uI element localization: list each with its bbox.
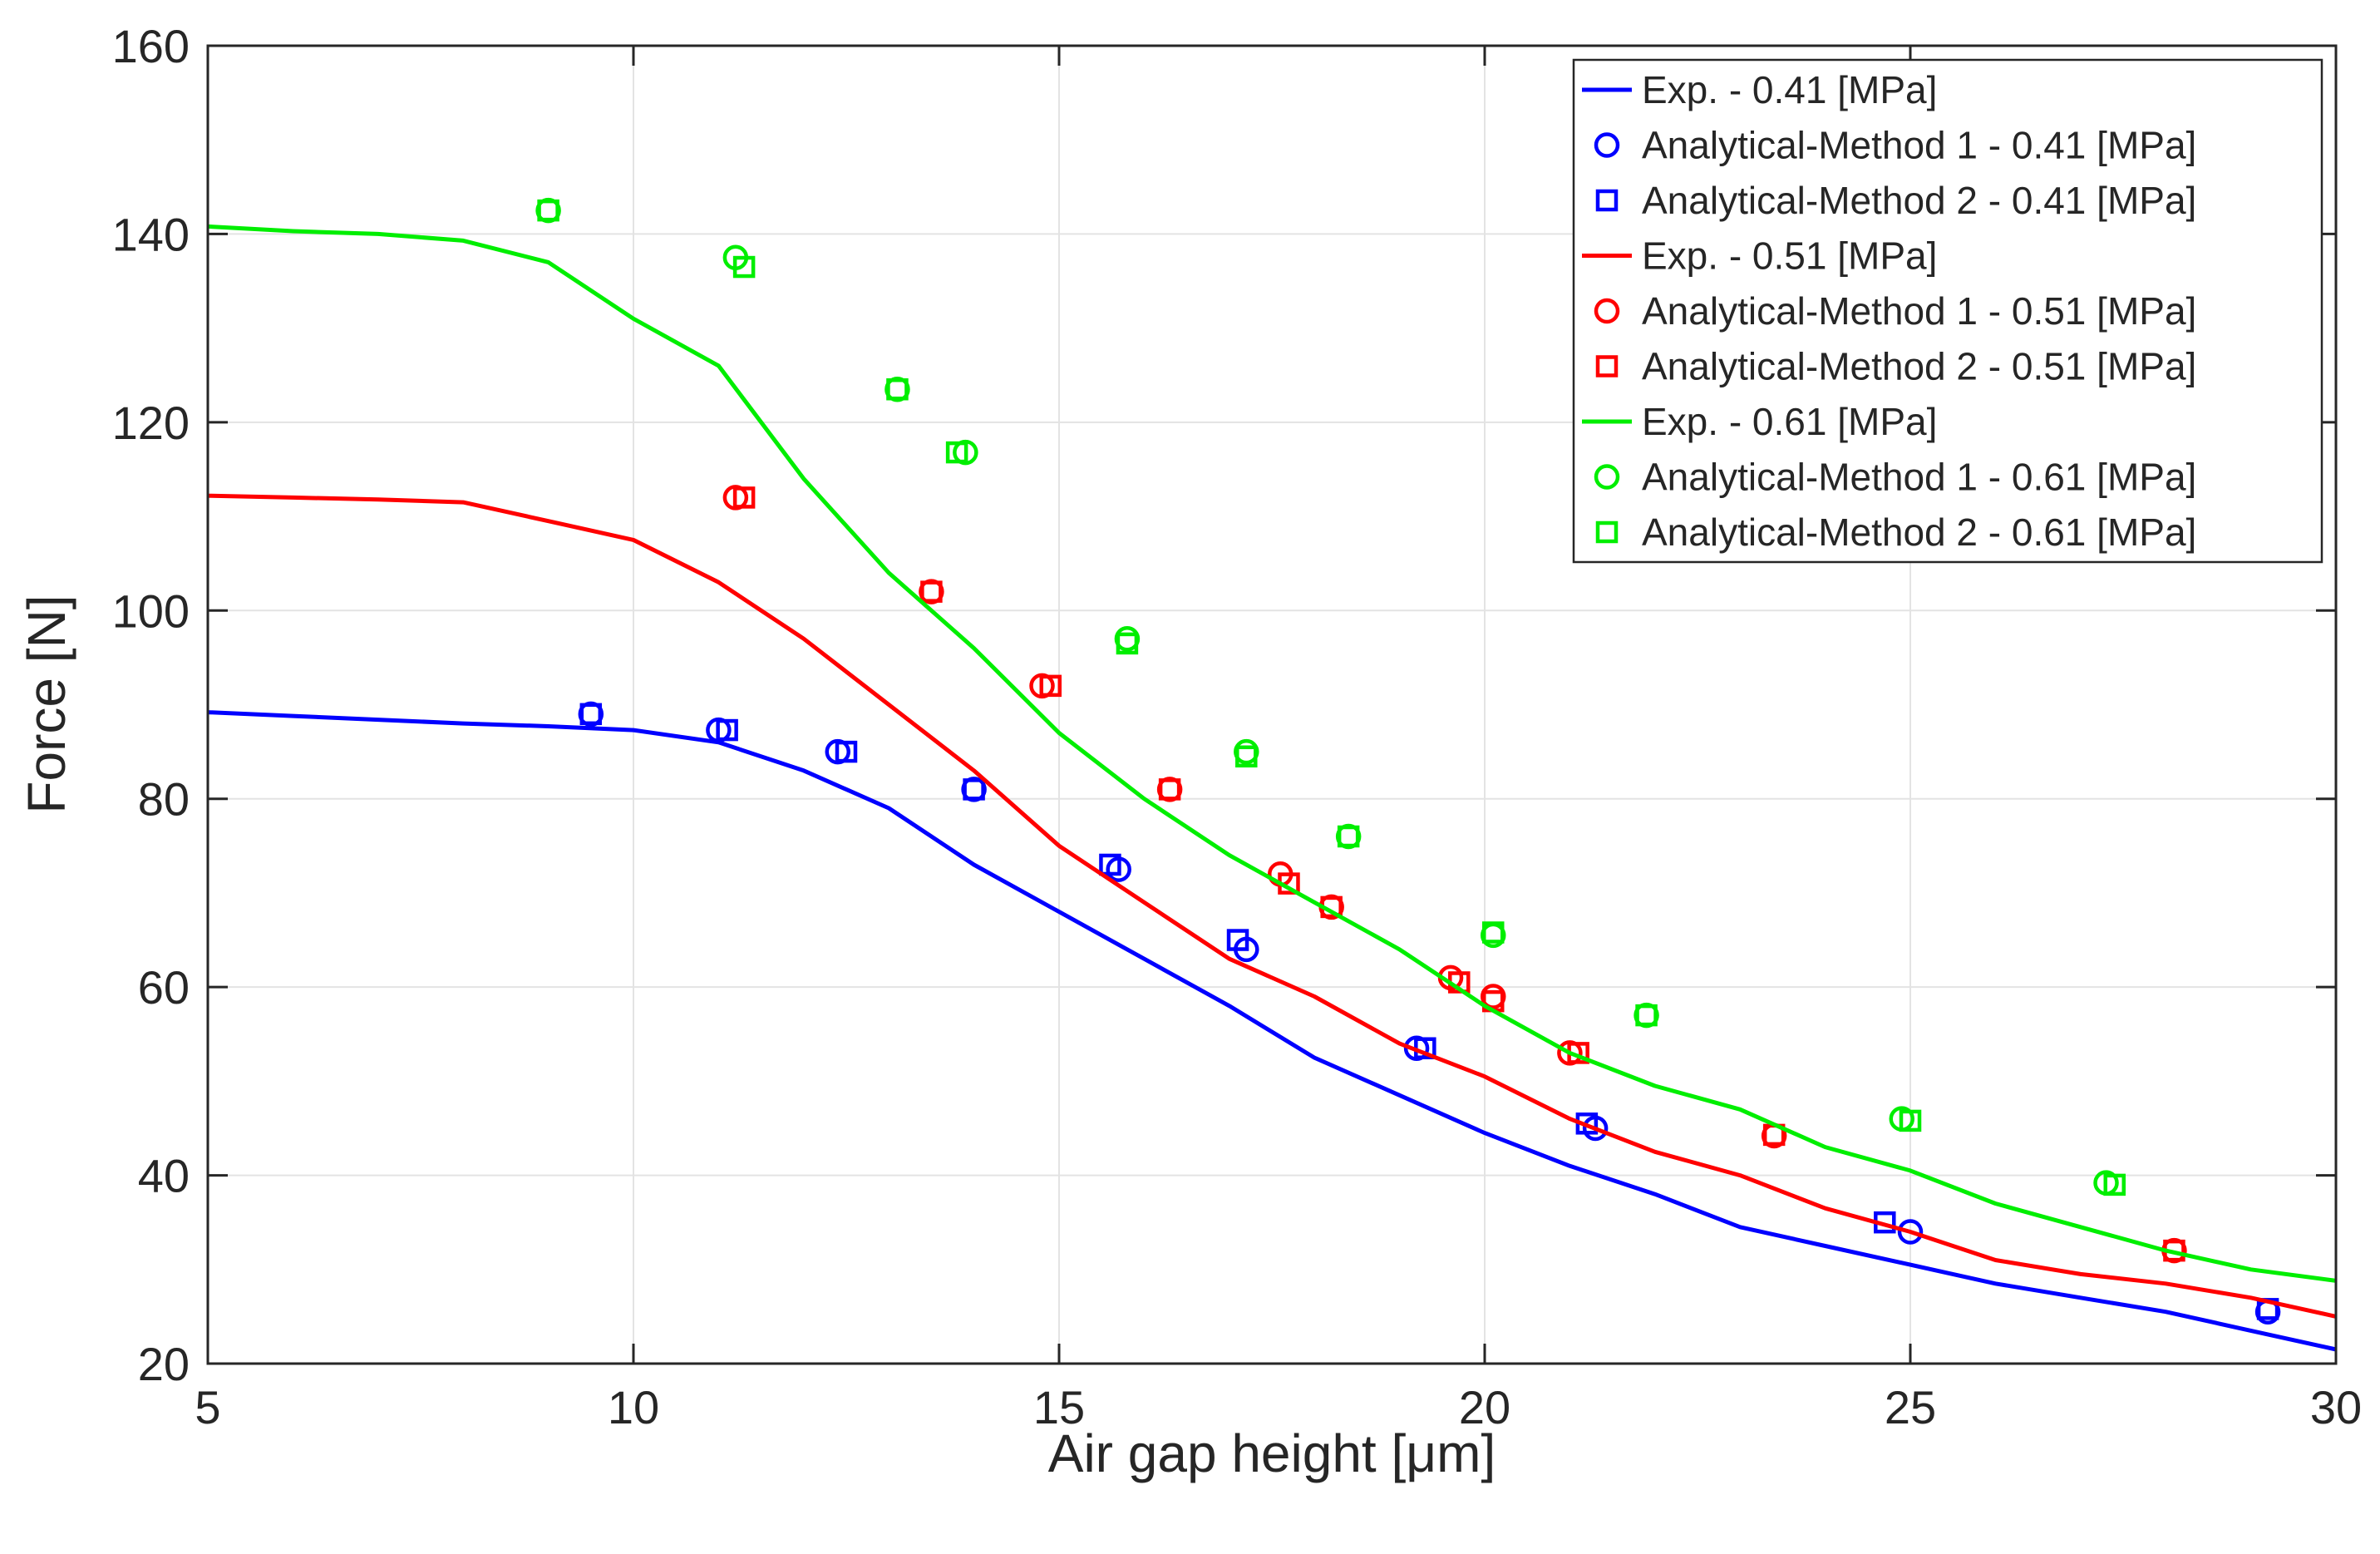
square-marker (579, 703, 603, 726)
legend-box (1572, 58, 2323, 564)
legend-entry-label: Analytical-Method 1 - 0.61 [MPa] (1642, 456, 2196, 499)
y-tick-label: 100 (112, 585, 190, 637)
square-marker (732, 255, 756, 279)
y-tick-label: 80 (138, 773, 190, 826)
y-tick-label: 140 (112, 208, 190, 260)
circle-marker (1897, 1219, 1924, 1245)
axis-ticks: 5 10 15 20 25 30 20 40 60 80 100 120 140 160 (112, 20, 2363, 1433)
square-marker (1116, 632, 1139, 655)
square-marker (537, 199, 559, 222)
square-marker (1337, 825, 1360, 848)
y-tick-label: 160 (112, 20, 190, 72)
legend-items: Exp. - 0.41 [MPa] Analytical-Method 1 - 0… (1582, 68, 2196, 554)
legend-circle-swatch (1594, 132, 1620, 158)
y-tick-label: 40 (138, 1150, 190, 1202)
legend-square-swatch (1595, 520, 1619, 544)
data-series (207, 197, 2337, 1352)
x-tick-label: 5 (195, 1381, 220, 1433)
legend-entry-label: Analytical-Method 2 - 0.61 [MPa] (1642, 511, 2196, 554)
square-marker (1635, 1004, 1658, 1027)
legend-entry-label: Analytical-Method 2 - 0.41 [MPa] (1642, 179, 2196, 222)
legend-entry-label: Exp. - 0.61 [MPa] (1642, 400, 1937, 443)
series-line (207, 224, 2337, 1283)
legend-entry-label: Exp. - 0.51 [MPa] (1642, 234, 1937, 278)
x-tick-label: 20 (1459, 1381, 1510, 1433)
square-marker (920, 580, 943, 603)
square-marker (1235, 745, 1258, 768)
square-marker (732, 486, 756, 509)
square-marker (963, 778, 985, 801)
square-marker (1226, 929, 1249, 951)
square-marker (1099, 853, 1121, 876)
y-tick-label: 120 (112, 397, 190, 449)
x-tick-label: 10 (608, 1381, 659, 1433)
square-marker (2103, 1173, 2126, 1196)
square-marker (886, 377, 909, 401)
series-8 (537, 199, 2126, 1196)
series-line (207, 710, 2337, 1352)
legend-entry-label: Analytical-Method 1 - 0.41 [MPa] (1642, 124, 2196, 167)
square-marker (835, 740, 858, 763)
x-tick-label: 15 (1033, 1381, 1085, 1433)
series-6 (207, 224, 2337, 1283)
series-3 (207, 493, 2337, 1319)
square-marker (1899, 1109, 1922, 1132)
legend: Exp. - 0.41 [MPa] Analytical-Method 1 - 0… (1572, 58, 2323, 564)
y-tick-label: 20 (138, 1338, 190, 1390)
x-tick-label: 25 (1885, 1381, 1936, 1433)
x-tick-label: 30 (2310, 1381, 2362, 1433)
legend-entry-label: Analytical-Method 1 - 0.51 [MPa] (1642, 289, 2196, 333)
y-tick-label: 60 (138, 961, 190, 1014)
square-marker (1039, 674, 1062, 698)
legend-entry-label: Exp. - 0.41 [MPa] (1642, 68, 1937, 111)
legend-square-swatch (1595, 355, 1619, 377)
legend-circle-swatch (1594, 464, 1620, 490)
square-marker (716, 718, 738, 742)
square-marker (1481, 921, 1505, 944)
legend-square-swatch (1595, 189, 1619, 212)
axes-frame (206, 44, 2338, 1365)
square-marker (945, 441, 968, 464)
square-marker (1158, 778, 1181, 801)
series-0 (207, 710, 2337, 1352)
x-axis-label: Air gap height [μm] (1048, 1423, 1496, 1483)
y-axis-label: Force [N] (17, 594, 76, 813)
legend-circle-swatch (1594, 298, 1620, 324)
legend-entry-label: Analytical-Method 2 - 0.51 [MPa] (1642, 345, 2196, 388)
series-line (207, 493, 2337, 1319)
